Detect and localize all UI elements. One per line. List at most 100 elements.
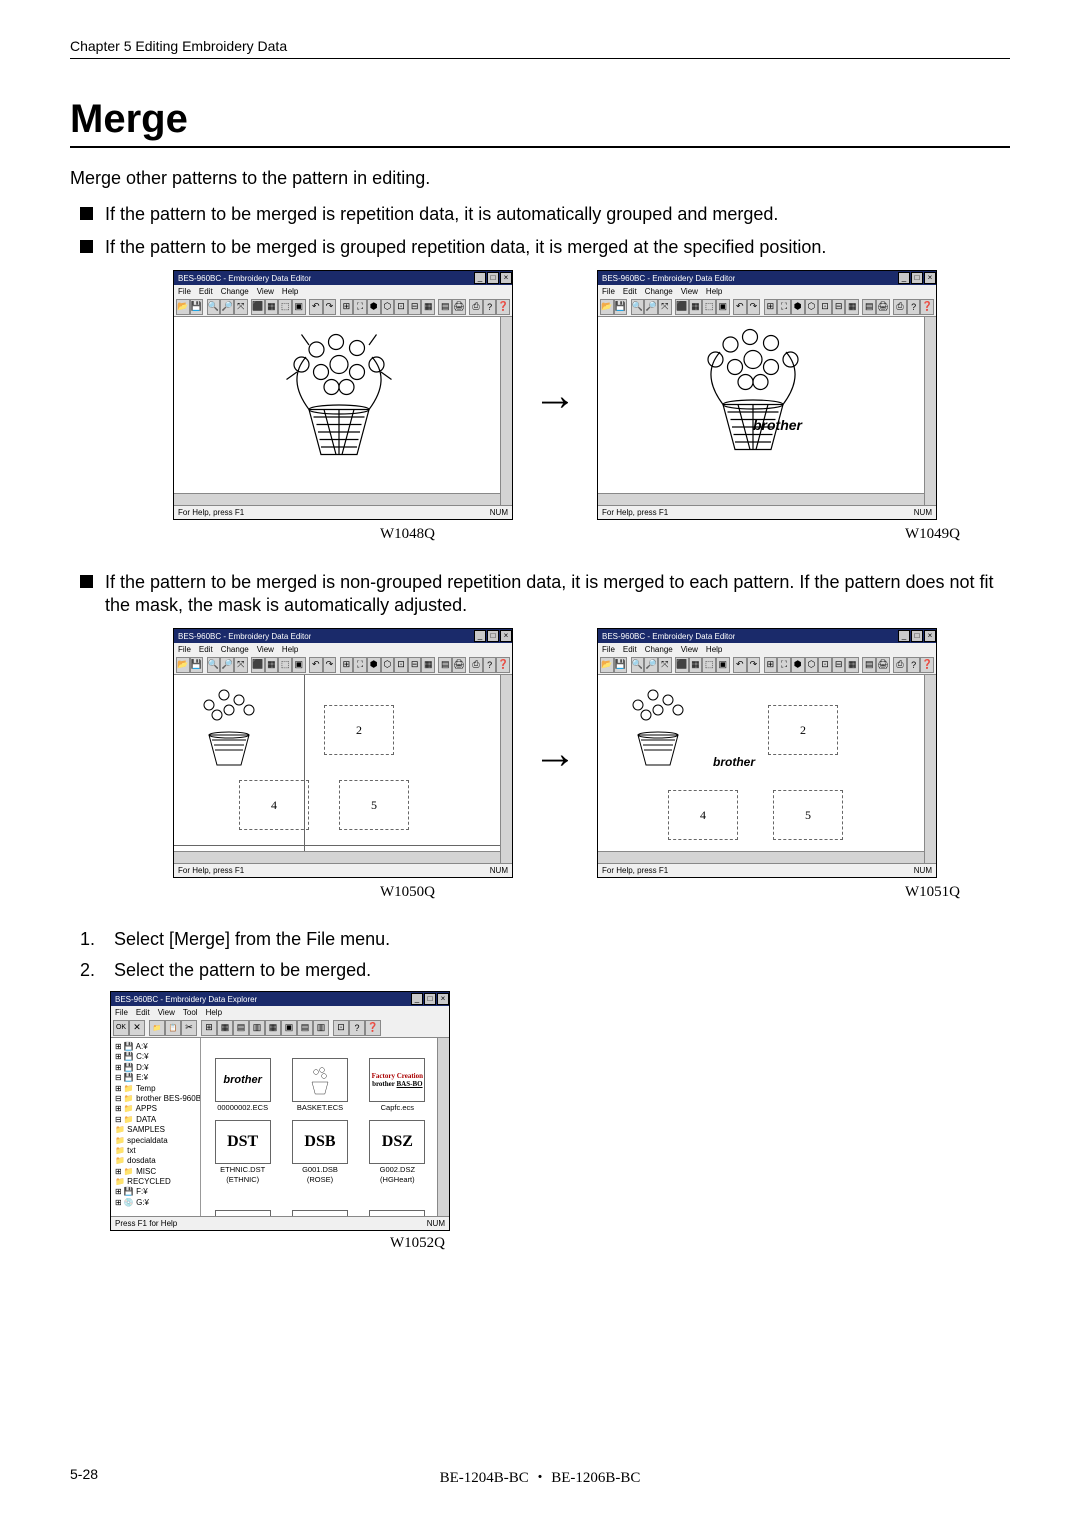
close-icon[interactable]: × <box>500 272 512 284</box>
menu-item[interactable]: Help <box>706 645 722 654</box>
thumbnail[interactable]: brother00000002.ECS <box>205 1042 280 1112</box>
toolbar-button[interactable]: ⬚ <box>702 299 716 315</box>
menu-item[interactable]: File <box>115 1008 128 1017</box>
tree-item[interactable]: ⊞ 💾 F:¥ <box>115 1187 196 1197</box>
menu-item[interactable]: Change <box>645 287 673 296</box>
window-controls[interactable]: _□× <box>473 630 512 642</box>
toolbar-button[interactable]: ↷ <box>323 657 337 673</box>
toolbar-button[interactable]: ✂ <box>181 1020 197 1036</box>
minimize-icon[interactable]: _ <box>411 993 423 1005</box>
menu-item[interactable]: Change <box>221 287 249 296</box>
menu-item[interactable]: Change <box>645 645 673 654</box>
minimize-icon[interactable]: _ <box>474 630 486 642</box>
minimize-icon[interactable]: _ <box>898 272 910 284</box>
tree-item[interactable]: ⊞ 💾 D:¥ <box>115 1063 196 1073</box>
toolbar-button[interactable]: ❓ <box>920 657 934 673</box>
toolbar-button[interactable]: 💾 <box>190 657 204 673</box>
maximize-icon[interactable]: □ <box>911 630 923 642</box>
toolbar-button[interactable]: 📋 <box>165 1020 181 1036</box>
menubar[interactable]: File Edit Change View Help <box>598 285 936 297</box>
window-controls[interactable]: _□× <box>410 993 449 1005</box>
toolbar-button[interactable]: ⛶ <box>353 657 367 673</box>
menu-item[interactable]: Help <box>706 287 722 296</box>
toolbar-button[interactable]: 📂 <box>176 657 190 673</box>
toolbar-button[interactable]: ▥ <box>249 1020 265 1036</box>
menu-item[interactable]: View <box>158 1008 175 1017</box>
scrollbar-vertical[interactable] <box>437 1038 449 1216</box>
toolbar-button[interactable]: 🔍 <box>207 657 221 673</box>
toolbar-button[interactable]: ▣ <box>292 299 306 315</box>
maximize-icon[interactable]: □ <box>487 272 499 284</box>
toolbar-button[interactable]: ⛶ <box>353 299 367 315</box>
toolbar-button[interactable]: ? <box>907 657 921 673</box>
toolbar-button[interactable]: ⊞ <box>764 657 778 673</box>
toolbar-button[interactable]: ⬡ <box>381 299 395 315</box>
window-controls[interactable]: _□× <box>473 272 512 284</box>
toolbar-button[interactable]: 🔍 <box>631 657 645 673</box>
menubar[interactable]: File Edit View Tool Help <box>111 1006 449 1018</box>
toolbar-button[interactable]: ❓ <box>496 657 510 673</box>
toolbar-button[interactable]: ▣ <box>292 657 306 673</box>
scrollbar-vertical[interactable] <box>500 675 512 863</box>
toolbar-button[interactable]: ❓ <box>920 299 934 315</box>
toolbar-button[interactable]: ⊞ <box>340 657 354 673</box>
thumbnail[interactable]: GOOD FAMILY <box>205 1186 280 1216</box>
toolbar-button[interactable]: ▥ <box>313 1020 329 1036</box>
close-icon[interactable]: × <box>500 630 512 642</box>
tree-item[interactable]: ⊞ 💿 G:¥ <box>115 1198 196 1208</box>
toolbar-button[interactable]: ⊟ <box>408 657 422 673</box>
scrollbar-vertical[interactable] <box>924 317 936 505</box>
canvas[interactable]: 2 4 5 <box>174 675 512 863</box>
close-icon[interactable]: × <box>924 630 936 642</box>
toolbar-button[interactable]: ⬢ <box>367 299 381 315</box>
toolbar-button[interactable]: ❓ <box>496 299 510 315</box>
menu-item[interactable]: Tool <box>183 1008 198 1017</box>
minimize-icon[interactable]: _ <box>474 272 486 284</box>
toolbar-button[interactable]: ❓ <box>365 1020 381 1036</box>
toolbar-button[interactable]: 🔎 <box>220 299 234 315</box>
toolbar-button[interactable]: 💾 <box>614 657 628 673</box>
menu-item[interactable]: Edit <box>199 287 213 296</box>
tree-item[interactable]: ⊞ 📁 Temp <box>115 1084 196 1094</box>
toolbar-button[interactable]: OK <box>113 1020 129 1036</box>
scrollbar-horizontal[interactable] <box>174 493 500 505</box>
toolbar-button[interactable]: ⎙ <box>893 299 907 315</box>
menu-item[interactable]: View <box>681 287 698 296</box>
toolbar-button[interactable]: ⊟ <box>408 299 422 315</box>
toolbar-button[interactable]: ▦ <box>689 657 703 673</box>
tree-item[interactable]: ⊞ 💾 A:¥ <box>115 1042 196 1052</box>
toolbar-button[interactable]: 🔎 <box>644 657 658 673</box>
maximize-icon[interactable]: □ <box>487 630 499 642</box>
scrollbar-vertical[interactable] <box>924 675 936 863</box>
toolbar-button[interactable]: 🔍 <box>207 299 221 315</box>
toolbar-button[interactable]: ⛶ <box>777 657 791 673</box>
menu-item[interactable]: Help <box>206 1008 222 1017</box>
tree-item[interactable]: ⊞ 📁 MISC <box>115 1167 196 1177</box>
menubar[interactable]: File Edit Change View Help <box>174 643 512 655</box>
thumbnail[interactable]: BASKET.ECS <box>282 1042 357 1112</box>
toolbar-button[interactable]: 🔍 <box>631 299 645 315</box>
toolbar-button[interactable]: ▦ <box>845 299 859 315</box>
tree-item[interactable]: ⊟ 💾 E:¥ <box>115 1073 196 1083</box>
toolbar-button[interactable]: ⊡ <box>394 299 408 315</box>
toolbar-button[interactable]: ▤ <box>862 299 876 315</box>
menu-item[interactable]: Edit <box>623 287 637 296</box>
toolbar-button[interactable]: ⊡ <box>333 1020 349 1036</box>
toolbar-button[interactable]: ⬢ <box>367 657 381 673</box>
thumbnail[interactable]: ✾ <box>360 1186 435 1216</box>
menu-item[interactable]: Help <box>282 287 298 296</box>
toolbar-button[interactable]: ▤ <box>438 299 452 315</box>
thumbnail[interactable]: Factory Creationbrother BAS-BOCapfc.ecs <box>360 1042 435 1112</box>
menu-item[interactable]: File <box>602 645 615 654</box>
menu-item[interactable]: View <box>257 287 274 296</box>
thumbnail[interactable]: DSTETHNIC.DST(ETHNIC) <box>205 1114 280 1184</box>
menu-item[interactable]: File <box>178 287 191 296</box>
toolbar-button[interactable]: ▦ <box>265 657 279 673</box>
canvas[interactable]: brother 2 4 5 <box>598 675 936 863</box>
toolbar-button[interactable]: 📂 <box>176 299 190 315</box>
toolbar-button[interactable]: ⊞ <box>764 299 778 315</box>
toolbar-button[interactable]: ▦ <box>421 657 435 673</box>
toolbar-button[interactable]: 📁 <box>149 1020 165 1036</box>
tree-item[interactable]: 📁 RECYCLED <box>115 1177 196 1187</box>
toolbar-button[interactable]: ⬡ <box>805 299 819 315</box>
